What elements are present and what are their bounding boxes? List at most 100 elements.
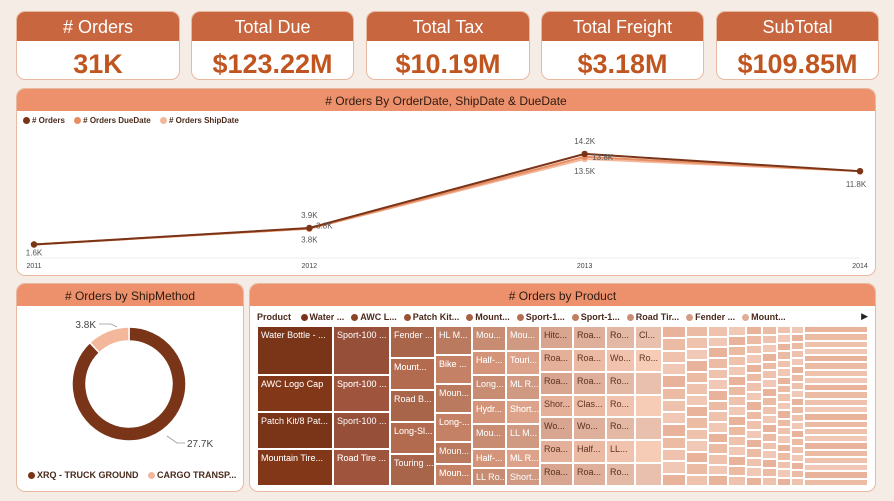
treemap-cell[interactable]	[728, 366, 746, 376]
treemap-cell[interactable]	[728, 386, 746, 396]
treemap-cell[interactable]	[791, 422, 804, 430]
treemap-cell[interactable]	[762, 352, 777, 362]
legend-item[interactable]: Road Tir...	[626, 312, 679, 322]
treemap-cell[interactable]: Roa...	[540, 440, 573, 464]
treemap-cell[interactable]	[708, 336, 728, 348]
treemap-cell[interactable]: Water Bottle - ...	[257, 326, 333, 376]
treemap-cell[interactable]	[804, 347, 868, 356]
treemap-cell[interactable]	[762, 361, 777, 371]
treemap-cell[interactable]	[762, 414, 777, 424]
treemap-cell[interactable]	[804, 478, 868, 486]
treemap-cell[interactable]	[762, 423, 777, 433]
treemap-cell[interactable]	[762, 388, 777, 398]
kpi-card-total-due[interactable]: Total Due $123.22M	[191, 11, 354, 80]
treemap-cell[interactable]: Ro...	[606, 417, 635, 441]
treemap-cell[interactable]	[804, 362, 868, 370]
treemap-cell[interactable]: Half-...	[472, 350, 506, 376]
treemap-cell[interactable]	[804, 398, 868, 406]
treemap-cell[interactable]	[635, 394, 662, 418]
legend-item[interactable]: Mount...	[466, 312, 510, 322]
treemap-cell[interactable]: ML R...	[506, 375, 540, 400]
treemap-cell[interactable]	[777, 359, 791, 369]
treemap-cell[interactable]	[686, 417, 708, 429]
treemap-cell[interactable]: Bike ...	[435, 355, 472, 385]
treemap-cell[interactable]	[777, 368, 791, 377]
treemap-cell[interactable]	[791, 334, 804, 342]
treemap-cell[interactable]	[762, 450, 777, 460]
treemap-cell[interactable]	[728, 376, 746, 386]
treemap-cell[interactable]	[791, 398, 804, 406]
treemap-cell[interactable]: LL M...	[506, 424, 540, 450]
treemap-cell[interactable]	[635, 371, 662, 395]
legend-item[interactable]: # Orders ShipDate	[159, 116, 239, 125]
treemap-cell[interactable]: Roa...	[540, 463, 573, 486]
treemap-cell[interactable]: Road Tire ...	[333, 449, 390, 486]
treemap-cell[interactable]	[791, 430, 804, 438]
treemap-cell[interactable]	[686, 371, 708, 384]
treemap-cell[interactable]: Roa...	[573, 463, 606, 486]
treemap-cell[interactable]	[804, 464, 868, 472]
treemap-cell[interactable]	[791, 478, 804, 486]
legend-item[interactable]: CARGO TRANSP...	[148, 470, 236, 480]
treemap-cell[interactable]	[791, 438, 804, 446]
treemap-cell[interactable]	[635, 463, 662, 486]
treemap-cell[interactable]	[777, 460, 791, 470]
treemap-cell[interactable]	[777, 477, 791, 486]
treemap-cell[interactable]	[708, 326, 728, 337]
treemap-cell[interactable]	[662, 387, 686, 400]
treemap-cell[interactable]	[804, 435, 868, 443]
treemap-cell[interactable]	[777, 334, 791, 343]
treemap-cell[interactable]: AWC Logo Cap	[257, 375, 333, 413]
treemap-cell[interactable]: Roa...	[540, 371, 573, 395]
treemap-cell[interactable]	[686, 463, 708, 475]
treemap-cell[interactable]	[686, 406, 708, 418]
treemap-cell[interactable]	[662, 350, 686, 363]
treemap-cell[interactable]: Roa...	[573, 348, 606, 372]
treemap-cell[interactable]: Moun...	[435, 384, 472, 414]
treemap-cell[interactable]	[777, 351, 791, 360]
treemap-cell[interactable]	[728, 396, 746, 406]
treemap-cell[interactable]: LL Ro...	[472, 467, 506, 486]
treemap-cell[interactable]	[746, 326, 762, 336]
treemap-cell[interactable]: Mou...	[472, 424, 506, 450]
treemap-cell[interactable]	[708, 347, 728, 358]
treemap-cell[interactable]	[686, 428, 708, 441]
treemap-cell[interactable]: Patch Kit/8 Pat...	[257, 412, 333, 450]
treemap-cell[interactable]	[804, 340, 868, 348]
treemap-cell[interactable]	[728, 326, 746, 336]
treemap-cell[interactable]: ML R...	[506, 449, 540, 468]
treemap-cell[interactable]	[635, 417, 662, 441]
treemap-cell[interactable]	[662, 375, 686, 388]
treemap-cell[interactable]: Mou...	[472, 326, 506, 351]
treemap-cell[interactable]	[777, 418, 791, 428]
treemap-cell[interactable]	[804, 456, 868, 465]
treemap-cell[interactable]	[708, 422, 728, 433]
treemap-cell[interactable]	[728, 456, 746, 466]
treemap-cell[interactable]	[804, 406, 868, 414]
line-chart-panel[interactable]: # Orders By OrderDate, ShipDate & DueDat…	[16, 88, 876, 276]
treemap-cell[interactable]	[791, 446, 804, 454]
treemap-cell[interactable]	[777, 469, 791, 478]
treemap-cell[interactable]	[662, 436, 686, 450]
legend-item[interactable]: # Orders DueDate	[74, 116, 151, 125]
kpi-card-total-freight[interactable]: Total Freight $3.18M	[541, 11, 704, 80]
treemap-cell[interactable]	[728, 336, 746, 346]
treemap-cell[interactable]	[708, 368, 728, 380]
treemap-cell[interactable]	[762, 326, 777, 335]
treemap-cell[interactable]	[791, 350, 804, 358]
data-point[interactable]	[306, 224, 313, 232]
treemap-cell[interactable]	[686, 360, 708, 372]
treemap-cell[interactable]	[708, 400, 728, 412]
treemap-cell[interactable]: Ro...	[606, 326, 635, 349]
treemap-cell[interactable]	[791, 374, 804, 382]
treemap-cell[interactable]	[762, 468, 777, 478]
legend-item[interactable]: AWC L...	[351, 312, 397, 322]
treemap-cell[interactable]: Moun...	[435, 464, 472, 486]
treemap-cell[interactable]	[662, 326, 686, 339]
treemap-cell[interactable]	[686, 440, 708, 452]
treemap-cell[interactable]	[791, 406, 804, 414]
data-point[interactable]	[30, 241, 38, 248]
treemap-cell[interactable]	[746, 401, 762, 411]
kpi-card-total-tax[interactable]: Total Tax $10.19M	[366, 11, 530, 80]
treemap-cell[interactable]: Long-Sl...	[390, 422, 435, 454]
